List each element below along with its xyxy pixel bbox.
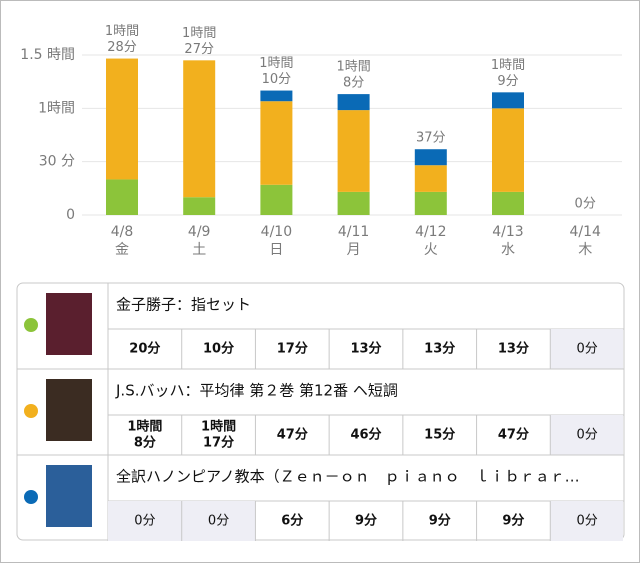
cell-value: 6分 [281, 513, 303, 529]
total-label: 27分 [184, 42, 214, 57]
cell-bg [550, 501, 623, 541]
bar-segment [106, 58, 138, 180]
bar-segment [414, 165, 447, 192]
cell-value: 0分 [577, 342, 598, 357]
cell-value: 1時間 [201, 419, 236, 435]
total-label: 10分 [262, 72, 292, 87]
thumbnail [46, 379, 92, 441]
cell-value: 15分 [424, 427, 455, 443]
cell-bg [181, 501, 256, 541]
bar-segment [260, 101, 293, 185]
total-label: 1時間 [491, 58, 525, 73]
bar-segment [183, 197, 216, 215]
cell-value: 13分 [350, 341, 381, 357]
total-label: 9分 [497, 74, 518, 89]
cell-value: 17分 [203, 435, 234, 451]
bar-segment [337, 94, 370, 111]
thumbnail [46, 293, 92, 355]
color-dot [24, 404, 38, 418]
total-label: 28分 [107, 40, 137, 55]
cell-value: 0分 [577, 514, 598, 529]
cell-value: 13分 [498, 341, 529, 357]
bar-segment [337, 191, 370, 215]
piece-title: 全訳ハノンピアノ教本（Ｚｅｎ－ｏｎ ｐｉａｎｏ ｌｉｂｒａｒ… [116, 468, 580, 486]
cell-value: 20分 [129, 341, 160, 357]
total-label: 1時間 [105, 24, 139, 39]
bar-segment [183, 60, 216, 198]
total-label: 0分 [575, 197, 596, 212]
x-tick-label: 4/13 [492, 224, 523, 240]
cell-value: 9分 [355, 513, 377, 529]
cell-value: 1時間 [127, 419, 162, 435]
x-tick-label: 4/11 [338, 224, 369, 240]
table-box [16, 282, 625, 541]
x-tick-label: 土 [192, 242, 206, 258]
color-dot [24, 318, 38, 332]
cell-value: 0分 [134, 514, 155, 529]
bar-segment [414, 149, 447, 166]
cell-value: 9分 [502, 513, 524, 529]
x-tick-label: 4/12 [415, 224, 446, 240]
x-tick-label: 日 [269, 242, 283, 258]
piece-title: 金子勝子：指セット [116, 296, 251, 314]
cell-value: 9分 [429, 513, 451, 529]
bar-segment [492, 108, 524, 192]
y-tick-label: 0 [66, 207, 75, 223]
cell-value: 13分 [424, 341, 455, 357]
bar-segment [337, 110, 370, 192]
cell-value: 47分 [277, 427, 308, 443]
cell-value: 10分 [203, 341, 234, 357]
cell-value: 0分 [208, 514, 229, 529]
x-tick-label: 木 [578, 242, 592, 258]
total-label: 8分 [343, 76, 364, 91]
y-tick-label: 1時間 [38, 100, 75, 116]
total-label: 1時間 [259, 56, 293, 71]
cell-bg [550, 329, 623, 369]
total-label: 1時間 [336, 60, 370, 75]
x-tick-label: 火 [424, 242, 438, 258]
color-dot [24, 490, 38, 504]
x-tick-label: 金 [115, 242, 129, 258]
y-tick-label: 1.5 時間 [20, 47, 75, 63]
x-tick-label: 4/14 [569, 224, 601, 240]
bar-segment [492, 191, 524, 215]
piece-title: J.S.バッハ：平均律 第２巻 第12番 ヘ短調 [115, 382, 398, 400]
total-label: 37分 [416, 131, 446, 146]
bar-segment [260, 184, 293, 215]
cell-value: 47分 [498, 427, 529, 443]
cell-bg [108, 501, 182, 541]
bar-segment [260, 90, 293, 102]
x-tick-label: 4/10 [261, 224, 292, 240]
cell-value: 0分 [577, 428, 598, 443]
y-tick-label: 30 分 [39, 154, 75, 170]
x-tick-label: 4/8 [111, 224, 134, 240]
bar-segment [414, 191, 447, 215]
bar-segment [492, 92, 524, 109]
cell-value: 46分 [350, 427, 381, 443]
x-tick-label: 4/9 [188, 224, 211, 240]
x-tick-label: 月 [347, 242, 361, 258]
bar-segment [106, 179, 138, 215]
total-label: 1時間 [182, 26, 216, 41]
x-tick-label: 水 [501, 242, 515, 258]
cell-value: 17分 [277, 341, 308, 357]
thumbnail [46, 465, 92, 527]
cell-value: 8分 [134, 435, 156, 451]
cell-bg [550, 415, 623, 455]
